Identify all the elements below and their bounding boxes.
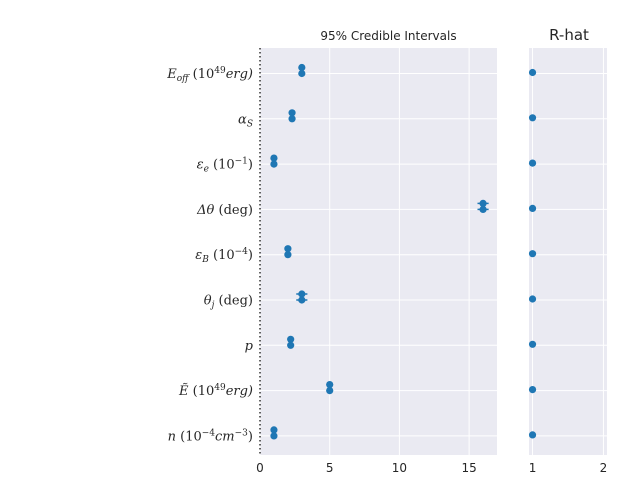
rhat-point (528, 159, 537, 167)
parameter-label: εe (10−1) (197, 157, 253, 175)
parameter-label: αS (238, 112, 253, 129)
rhat-title: R-hat (549, 26, 589, 44)
estimate-point (326, 387, 334, 395)
x-tick-label: 1 (529, 461, 537, 475)
rhat-panel (529, 48, 607, 455)
rhat-point (528, 431, 537, 439)
estimate-point (298, 63, 306, 72)
estimate-point (326, 381, 334, 389)
x-tick-label: 15 (461, 461, 476, 475)
rhat-point (528, 340, 537, 348)
estimate-point (479, 199, 487, 207)
intervals-gridlines (259, 48, 497, 455)
parameter-label: Ẽ (1049erg) (178, 383, 253, 399)
parameter-label: n (10−4cm−3) (168, 428, 253, 444)
rhat-point (528, 114, 537, 122)
x-tick-label: 0 (256, 461, 264, 475)
estimate-point (479, 205, 487, 213)
rhat-point (528, 250, 537, 258)
estimate-point (270, 160, 278, 168)
parameter-labels: Eoff (1049erg) αS εe (10−1) Δθ (deg) εB (10−… (166, 66, 253, 444)
rhat-marks (528, 68, 537, 439)
rhat-point (528, 204, 537, 212)
parameter-label: p (245, 339, 254, 354)
rhat-point (528, 386, 537, 394)
estimate-point (284, 245, 292, 253)
parameter-label: εB (10−4) (195, 247, 253, 265)
x-tick-label: 5 (326, 461, 334, 475)
intervals-panel (260, 48, 497, 455)
estimate-point (284, 251, 292, 259)
estimate-point (270, 426, 278, 434)
intervals-title: 95% Credible Intervals (320, 29, 456, 43)
parameter-label: Δθ (deg) (196, 203, 253, 218)
intervals-marks (270, 63, 489, 440)
estimate-point (298, 69, 306, 78)
estimate-point (270, 432, 278, 440)
estimate-point (298, 296, 306, 304)
x-tick-label: 10 (392, 461, 407, 475)
estimate-point (288, 115, 296, 123)
x-tick-label: 2 (600, 461, 608, 475)
estimate-point (287, 341, 295, 349)
estimate-point (287, 335, 295, 343)
estimate-point (288, 109, 296, 117)
rhat-point (528, 295, 537, 303)
estimate-point (298, 290, 306, 298)
rhat-point (528, 68, 537, 77)
intervals-x-ticks: 0 5 10 15 (256, 461, 477, 475)
parameter-label: θj (deg) (204, 294, 253, 311)
parameter-label: Eoff (1049erg) (166, 66, 253, 84)
estimate-point (270, 154, 278, 162)
